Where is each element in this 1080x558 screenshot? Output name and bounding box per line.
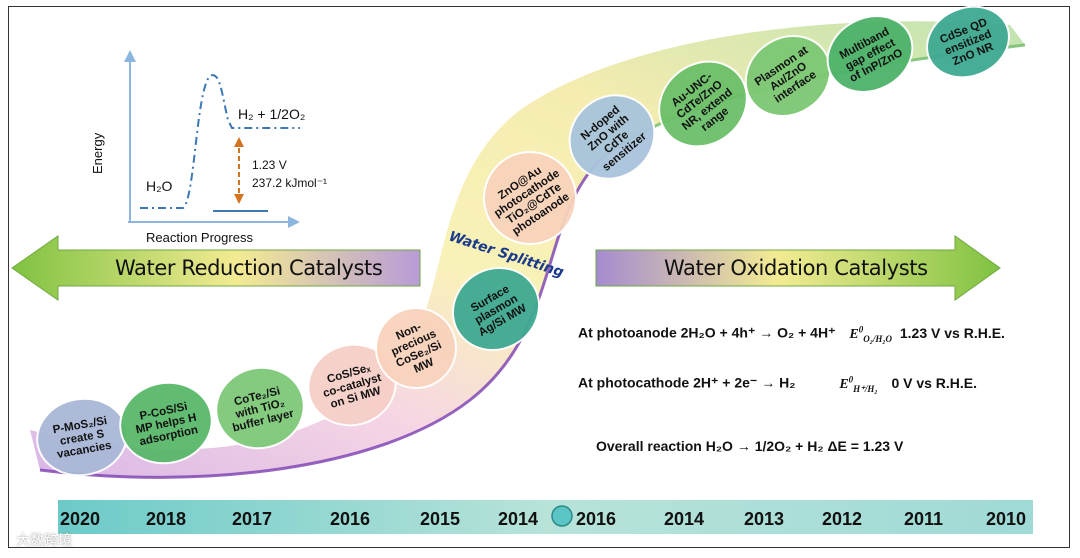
s-curve-edge-bottom: [39, 158, 602, 479]
cathode-reaction: At photocathode 2H⁺ + 2e⁻ → H₂: [578, 374, 796, 391]
s-curve-band: [30, 21, 1025, 478]
timeline-year-10: 2012: [822, 509, 863, 529]
timeline-year-5: 2015: [420, 509, 461, 529]
potential-label: 1.23 V: [252, 158, 287, 172]
cathode-equation: At photocathode 2H⁺ + 2e⁻ → H₂ E0H⁺/H₂ 0…: [578, 374, 977, 394]
timeline-bar: [58, 500, 1033, 534]
reduction-bubble-shape: [451, 266, 541, 352]
timeline-year-4: 2016: [330, 509, 371, 529]
anode-reaction: At photoanode 2H₂O + 4h⁺ → O₂ + 4H⁺: [578, 324, 836, 341]
oxidation-bubble-shape: [744, 35, 832, 117]
water-oxidation-arrow: [595, 235, 1001, 301]
overall-equation: Overall reaction H₂O → 1/2O₂ + H₂ ΔE = 1…: [596, 438, 904, 454]
water-reduction-label: Water Reduction Catalysts: [115, 256, 383, 280]
cathode-potential-symbol: E0H⁺/H₂: [839, 374, 878, 394]
oxidation-bubble-shape: [658, 60, 748, 148]
timeline-year-3: 2017: [232, 509, 273, 529]
oxidation-bubble-shape: [568, 94, 656, 180]
timeline-year-6: 2014: [498, 509, 539, 529]
product-label: H₂ + 1/2O₂: [238, 106, 306, 122]
anode-potential-symbol: E0O₂/H₂O: [849, 324, 892, 344]
reduction-bubble-shape: [119, 381, 213, 465]
watermark: 大数跨境: [16, 533, 72, 549]
cathode-potential-value: 0 V vs R.H.E.: [891, 374, 978, 391]
oxidation-bubble-shape: [926, 5, 1010, 79]
timeline-year-1: 2020: [60, 509, 101, 529]
timeline-year-11: 2011: [904, 509, 944, 529]
energy-value-label: 237.2 kJmol⁻¹: [252, 176, 328, 190]
reactant-label: H₂O: [146, 178, 173, 194]
timeline-year-2: 2018: [146, 509, 187, 529]
timeline-year-7: 2016: [576, 509, 617, 529]
timeline-marker: [551, 505, 573, 527]
water-reduction-arrow: [11, 235, 421, 301]
figure-frame: [8, 6, 1070, 548]
timeline-year-8: 2014: [664, 509, 705, 529]
energy-axis-label: Energy: [90, 132, 105, 174]
anode-equation: At photoanode 2H₂O + 4h⁺ → O₂ + 4H⁺ E0O₂…: [578, 324, 1005, 343]
reduction-bubble-shape: [215, 366, 305, 450]
reduction-bubble-shape: [375, 307, 457, 389]
energy-diagram: [124, 50, 300, 228]
reaction-progress-label: Reaction Progress: [146, 230, 253, 245]
timeline-year-9: 2013: [744, 509, 785, 529]
oxidation-bubble-shape: [826, 15, 914, 93]
anode-potential-value: 1.23 V vs R.H.E.: [899, 324, 1005, 341]
oxidation-bubble-shape: [483, 151, 577, 245]
water-oxidation-label: Water Oxidation Catalysts: [664, 256, 928, 280]
timeline-year-12: 2010: [986, 509, 1027, 529]
